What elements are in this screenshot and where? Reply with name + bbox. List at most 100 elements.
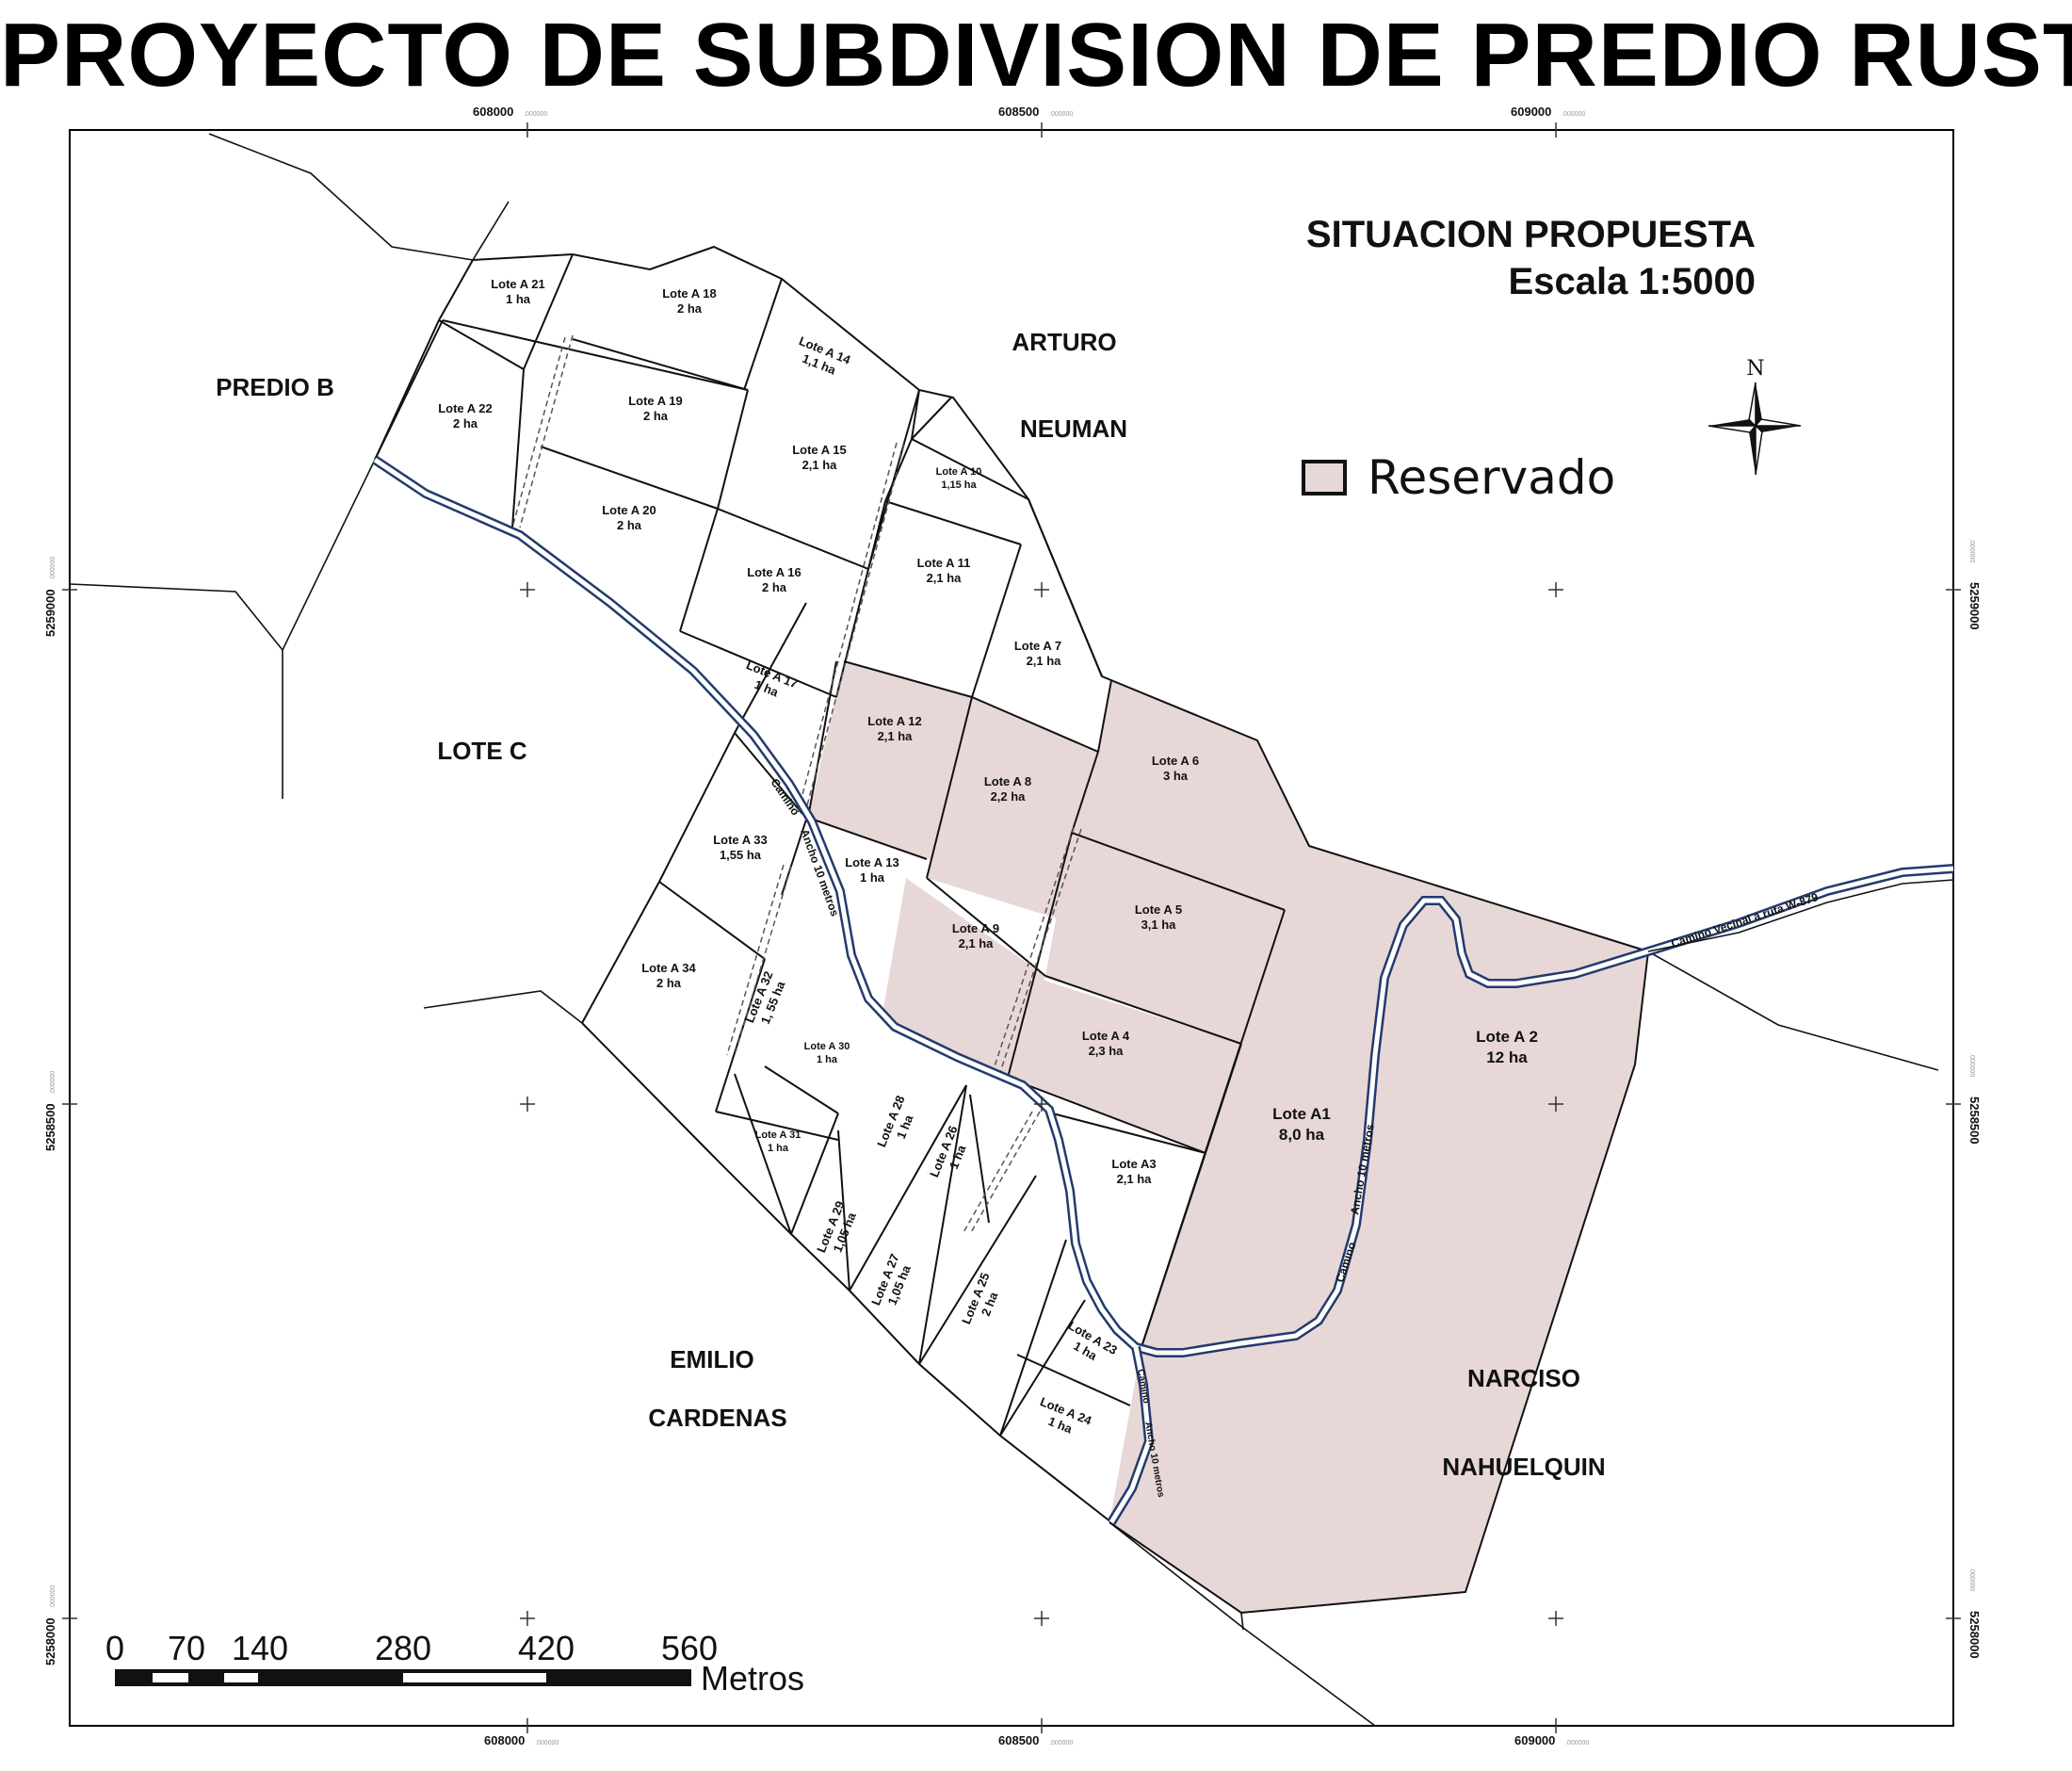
svg-text:1 ha: 1 ha [817, 1054, 838, 1065]
reserved-lot-a4 [1008, 976, 1241, 1153]
coord-y-5258000-left-dec: .000000 [50, 1585, 57, 1609]
coord-y-5259000-left-dec: .000000 [50, 557, 57, 580]
lot-a4: Lote A 42,3 ha [1082, 1029, 1130, 1058]
owner-arturo: ARTURO [1012, 328, 1116, 356]
lot-a16: Lote A 162 ha [747, 565, 801, 594]
scalebar-tick-140: 140 [232, 1629, 288, 1667]
scalebar-tick-420: 420 [518, 1629, 575, 1667]
svg-text:Lote A 21: Lote A 21 [491, 277, 545, 291]
lot-a8: Lote A 82,2 ha [984, 774, 1031, 804]
lot-a18: Lote A 182 ha [662, 286, 717, 316]
scalebar-segment-light-2 [224, 1673, 258, 1682]
coord-y-5259000-right-dec: .000000 [1968, 539, 1975, 562]
legend-swatch [1302, 460, 1347, 496]
svg-text:2 ha: 2 ha [453, 416, 478, 431]
svg-text:2,1 ha: 2,1 ha [1117, 1172, 1153, 1186]
coord-x-609000-top: 609000 [1511, 105, 1551, 119]
owner-nahuelquin: NAHUELQUIN [1442, 1453, 1605, 1481]
lot-a7: Lote A 72,1 ha [1014, 639, 1061, 668]
svg-text:Lote A 33: Lote A 33 [713, 833, 768, 847]
reserved-lot-a12 [808, 661, 972, 865]
svg-text:Lote A 11: Lote A 11 [917, 556, 971, 570]
coord-labels-left: 5259000 .000000 5258500 .000000 5258000 … [43, 557, 57, 1665]
scale-bar: 0 70 140 280 420 560 Metros [105, 1629, 804, 1698]
svg-text:1 ha: 1 ha [768, 1143, 789, 1154]
page-title: PROYECTO DE SUBDIVISION DE PREDIO RUSTIC… [0, 5, 2072, 106]
svg-text:1 ha: 1 ha [506, 292, 531, 306]
coord-y-5258500-right-dec: .000000 [1968, 1053, 1975, 1077]
svg-text:Lote A 19: Lote A 19 [628, 394, 683, 408]
coord-x-609000-bottom-dec: .000000 [1565, 1740, 1589, 1747]
coord-x-608500-top: 608500 [998, 105, 1039, 119]
svg-text:2 ha: 2 ha [617, 518, 642, 532]
coord-y-5258000-left: 5258000 [43, 1617, 57, 1665]
lot-a13: Lote A 131 ha [845, 855, 899, 885]
lot-a12: Lote A 122,1 ha [867, 714, 922, 743]
svg-text:Lote A 34: Lote A 34 [641, 961, 696, 975]
lot-a34: Lote A 342 ha [641, 961, 696, 990]
lot-a1: Lote A1 8,0 ha [1272, 1105, 1331, 1144]
svg-text:2,1 ha: 2,1 ha [959, 936, 995, 950]
map-subtitle: SITUACION PROPUESTA [1306, 214, 1756, 255]
lot-a11: Lote A 112,1 ha [917, 556, 971, 585]
lot-a5: Lote A 53,1 ha [1135, 902, 1182, 932]
svg-text:Lote A 13: Lote A 13 [845, 855, 899, 869]
reserved-lot-a5 [1045, 833, 1285, 1044]
svg-text:Lote A 2: Lote A 2 [1476, 1028, 1538, 1046]
lot-a6: Lote A 63 ha [1152, 754, 1199, 783]
lot-a20: Lote A 202 ha [602, 503, 656, 532]
svg-text:Lote A 7: Lote A 7 [1014, 639, 1061, 653]
coord-y-5258000-right-dec: .000000 [1968, 1568, 1975, 1591]
svg-text:2 ha: 2 ha [643, 409, 669, 423]
roads [372, 455, 1954, 1525]
lot-a30: Lote A 30 1 ha [804, 1041, 850, 1065]
scalebar-tick-70: 70 [168, 1629, 205, 1667]
coord-x-608000-top: 608000 [473, 105, 513, 119]
lot-a15: Lote A 152,1 ha [792, 443, 847, 472]
coord-x-608000-bottom-dec: .000000 [535, 1740, 558, 1747]
svg-text:1,55 ha: 1,55 ha [720, 848, 762, 862]
dashed-divisions [511, 334, 1082, 1235]
lot-a22: Lote A 222 ha [438, 401, 493, 431]
svg-text:Lote A3: Lote A3 [1111, 1157, 1156, 1171]
lot-a19: Lote A 192 ha [628, 394, 683, 423]
owner-predio-b: PREDIO B [216, 373, 334, 401]
reserved-lots [808, 661, 1648, 1613]
scalebar-segment-light-1 [153, 1673, 188, 1682]
svg-text:2,2 ha: 2,2 ha [991, 789, 1027, 804]
svg-text:1 ha: 1 ha [860, 870, 885, 885]
svg-text:8,0 ha: 8,0 ha [1279, 1126, 1325, 1144]
grid-crosses [62, 122, 1961, 1733]
reserved-lot-a9 [882, 878, 1045, 1074]
svg-text:2,1 ha: 2,1 ha [802, 458, 838, 472]
svg-text:2,1 ha: 2,1 ha [878, 729, 914, 743]
svg-text:Lote A 30: Lote A 30 [804, 1041, 850, 1052]
owner-emilio: EMILIO [670, 1345, 754, 1373]
coord-labels-right: 5259000 .000000 5258500 .000000 5258000 … [1967, 539, 1982, 1659]
coord-x-608500-top-dec: .000000 [1049, 111, 1073, 118]
scalebar-tick-560: 560 [661, 1629, 718, 1667]
owner-narciso: NARCISO [1467, 1364, 1580, 1392]
svg-text:Lote A 6: Lote A 6 [1152, 754, 1199, 768]
svg-text:Lote A 20: Lote A 20 [602, 503, 656, 517]
svg-text:3 ha: 3 ha [1163, 769, 1189, 783]
svg-text:2 ha: 2 ha [677, 301, 703, 316]
north-arrow-icon: N [1708, 357, 1802, 476]
svg-text:2,3 ha: 2,3 ha [1089, 1044, 1125, 1058]
scalebar-tick-280: 280 [375, 1629, 431, 1667]
owner-cardenas: CARDENAS [648, 1404, 786, 1432]
reserved-lot-a8 [927, 697, 1098, 923]
svg-text:Lote A 8: Lote A 8 [984, 774, 1031, 788]
svg-text:Lote A 5: Lote A 5 [1135, 902, 1182, 917]
map-scale-text: Escala 1:5000 [1509, 261, 1756, 302]
svg-text:Lote A 18: Lote A 18 [662, 286, 717, 301]
coord-y-5258500-right: 5258500 [1967, 1097, 1982, 1145]
coord-labels-bottom: 608000 .000000 608500 .000000 609000 .00… [484, 1733, 1589, 1747]
svg-text:Lote A 16: Lote A 16 [747, 565, 801, 579]
lot-a3: Lote A32,1 ha [1111, 1157, 1156, 1186]
coord-x-608000-top-dec: .000000 [524, 111, 547, 118]
coord-x-609000-top-dec: .000000 [1562, 111, 1585, 118]
coord-x-609000-bottom: 609000 [1514, 1733, 1555, 1747]
coord-y-5259000-right: 5259000 [1967, 582, 1982, 630]
north-label: N [1746, 357, 1764, 381]
